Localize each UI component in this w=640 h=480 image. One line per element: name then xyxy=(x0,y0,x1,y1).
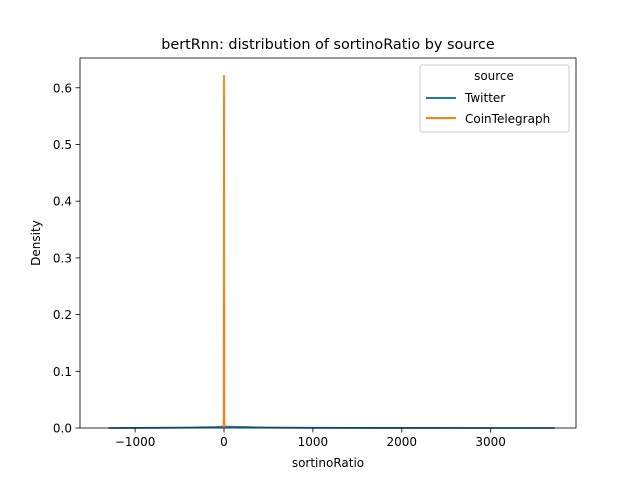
x-tick-label: 1000 xyxy=(298,435,329,449)
y-tick-label: 0.0 xyxy=(53,422,72,436)
y-axis: 0.0 0.1 0.2 0.3 0.4 0.5 0.6 xyxy=(53,81,80,436)
x-tick-label: −1000 xyxy=(115,435,156,449)
y-axis-label: Density xyxy=(29,220,43,266)
chart-title: bertRnn: distribution of sortinoRatio by… xyxy=(161,37,495,53)
legend-label-cointelegraph: CoinTelegraph xyxy=(465,112,550,126)
legend-frame xyxy=(419,64,570,133)
axes-frame xyxy=(79,57,577,429)
legend: source Twitter CoinTelegraph xyxy=(419,64,570,133)
y-tick-label: 0.2 xyxy=(53,308,72,322)
y-tick-label: 0.4 xyxy=(53,195,72,209)
x-tick-label: 2000 xyxy=(387,435,418,449)
series-line-cointelegraph xyxy=(222,74,226,429)
legend-label-twitter: Twitter xyxy=(464,91,505,105)
legend-title: source xyxy=(474,69,514,83)
x-axis: −1000 0 1000 2000 3000 xyxy=(115,428,506,449)
x-tick-label: 0 xyxy=(220,435,228,449)
y-tick-label: 0.5 xyxy=(53,138,72,152)
y-tick-label: 0.3 xyxy=(53,251,72,265)
x-tick-label: 3000 xyxy=(475,435,506,449)
y-tick-label: 0.6 xyxy=(53,81,72,95)
x-axis-label: sortinoRatio xyxy=(292,456,364,470)
y-tick-label: 0.1 xyxy=(53,365,72,379)
